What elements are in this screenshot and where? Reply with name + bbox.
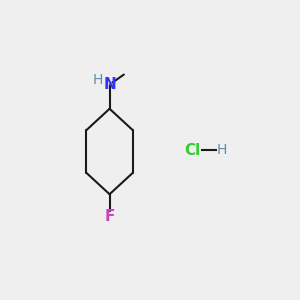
Text: N: N bbox=[103, 77, 116, 92]
Text: Cl: Cl bbox=[184, 143, 200, 158]
Text: H: H bbox=[217, 143, 227, 157]
Text: F: F bbox=[104, 209, 115, 224]
Text: H: H bbox=[92, 74, 103, 87]
